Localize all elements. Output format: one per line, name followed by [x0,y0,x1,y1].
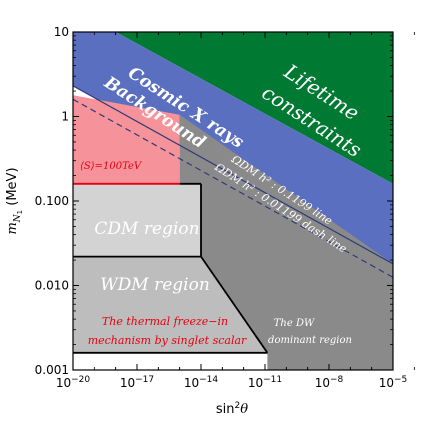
annotation-freezein-line2: mechanism by singlet scalar [88,334,247,347]
annotation-freezein-line1: The thermal freeze−in [102,315,228,328]
region-cosmic-x-rays-background [73,32,393,264]
y-tick-label: 10 [54,25,69,39]
region-cdm-region [73,183,201,257]
y-tick-label: 0.100 [35,194,69,208]
series-omega-dm-h2-0-01199-dash-line [72,98,394,278]
x-tick-label: 10−20 [56,375,91,390]
annotation-dw-line2: dominant region [268,335,352,346]
y-tick-label: 0.010 [35,279,69,293]
annotation-wdm: WDM region [100,275,210,295]
annotation-dw-line1: The DW [274,318,315,329]
y-tick-label: 0.001 [35,363,69,377]
annotation-s100: ⟨S⟩=100TeV [80,161,143,172]
region-s-100tev [73,95,180,184]
x-tick-label: 10−8 [315,375,344,390]
series-omega-dm-h2-0-1199-line [72,85,394,265]
x-tick-label: 10−11 [248,375,282,390]
x-tick-label: 10−17 [120,375,154,390]
chart-regions [73,32,393,370]
region-lifetime-constraints [115,32,393,184]
y-tick-label: 1 [61,110,69,124]
x-tick-label: 10−5 [379,375,408,390]
chart-lines [72,85,394,354]
axis-ticks: 10−20 10−17 10−14 10−11 10−8 10−5 10 1 0.100 0.01… [35,25,415,390]
y-axis-label: mN1 (MeV) [5,167,24,234]
x-axis-label: sin2θ [216,401,248,417]
x-tick-label: 10−14 [184,375,219,390]
region-wdm-region [73,256,268,353]
boundary-dw-diagonal [200,183,269,354]
annotation-cdm: CDM region [94,219,199,239]
region-the-dw-dominant-region [179,114,393,370]
